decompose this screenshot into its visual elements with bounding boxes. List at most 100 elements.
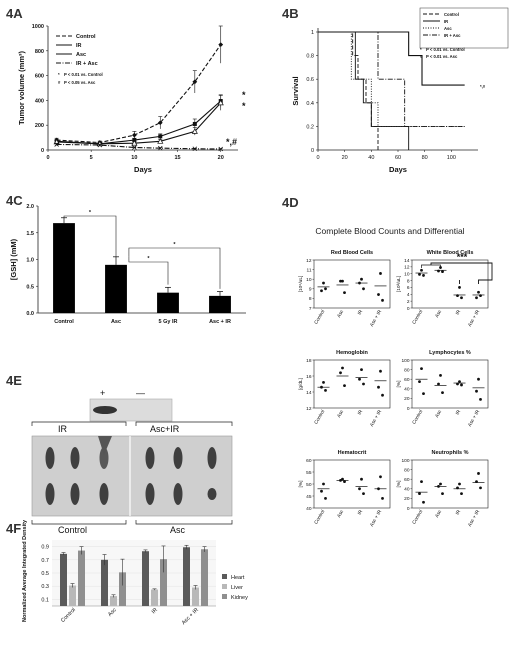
blot-control-strip [89,398,173,422]
data-point [477,290,480,294]
survival-curve [318,31,465,86]
y-axis-label: [10⁶/uL] [298,276,304,293]
x-tick-label: 0 [316,155,319,161]
data-point [439,373,442,377]
significance-symbol: * [420,47,422,52]
blot-bracket-ir [31,421,127,426]
subplot-title-white-blood-cells: White Blood Cells [427,250,474,256]
legend-entry: Kidney [231,595,248,601]
annotation-star: * [242,90,246,100]
significance-text: P < 0.01 vs. Control [426,47,465,52]
data-point [343,384,346,387]
chart-4a: 0 200 400 600 800 1000 0 5 10 15 20 Days Tumor volum… [17,24,246,174]
data-point [422,392,425,395]
y-tick-label: 45 [306,494,312,500]
significance-bracket [128,247,221,289]
y-tick-label: 2.0 [26,204,34,210]
bar-kidney [78,550,85,606]
y-tick-label: 100 [401,458,409,464]
chart-4b: 0 0.2 0.4 0.6 0.8 1 0 20 40 60 80 100 Days Survival Co… [291,7,509,174]
y-tick-label: 0.4 [306,101,314,107]
data-point [358,377,361,381]
significance-text: P < 0.05 vs. Asc [64,80,96,85]
y-tick-label: 50 [306,482,312,488]
legend-entry: Heart [231,575,245,581]
data-point [191,128,198,134]
data-point [131,132,137,138]
data-point [360,277,363,281]
blot-label-asc-ir: Asc+IR [150,424,180,434]
x-tick-label: Asc [434,308,443,318]
y-tick-label: 100 [401,358,409,364]
data-point [320,385,323,389]
chart-4f: 0.1 0.3 0.5 0.7 0.9 Normalized Average Integr… [22,519,248,626]
y-tick-label: 11 [307,267,312,273]
data-point [456,382,459,386]
x-tick-label: Control [313,409,326,425]
y-tick-label: 0.7 [41,558,49,564]
data-point [418,492,421,495]
legend-entry: Asc [444,26,452,31]
y-axis-label: [GSH] (mM) [9,238,18,280]
y-tick-label: 0 [407,406,410,412]
blot-dot [45,483,55,505]
significance-star: * [173,242,176,248]
bar-liver [69,585,76,606]
data-point [458,286,461,289]
y-axis-label: [%] [396,381,402,388]
bar-liver [151,589,158,606]
blot-artifact [98,436,112,455]
x-tick-label: Asc + IR [369,409,384,428]
bar-kidney [201,549,208,606]
blot-dot [173,483,183,505]
data-point [324,287,327,291]
data-point [192,79,198,85]
data-point [379,272,382,275]
legend-entry: IR [76,43,82,49]
y-tick-label: 80 [404,467,410,473]
x-tick-label: 10 [131,155,137,161]
x-tick-label: IR [455,309,463,317]
blot-label-control: Control [58,525,87,535]
panel-label-4d: 4D [282,195,299,210]
data-point [218,146,224,152]
significance-text: P < 0.01 vs. Control [64,72,103,77]
data-point [420,268,423,272]
y-tick-label: 800 [35,49,44,55]
data-point [358,487,361,491]
data-point [437,382,440,386]
legend-entry: IR + Asc [444,33,461,38]
y-tick-label: 0.5 [26,284,34,290]
y-tick-label: 1.5 [26,231,34,237]
subplot-title-hemoglobin: Hemoglobin [336,350,368,356]
y-tick-label: 40 [404,387,410,393]
y-tick-label: 40 [404,487,410,493]
subplot-frame [313,259,391,309]
blot-minus-label: — [136,388,145,398]
x-tick-label: IR [455,509,463,517]
data-point [320,289,323,293]
data-point [477,377,480,381]
data-point [456,486,459,490]
significance-bracket [128,256,169,285]
data-point [479,486,482,490]
bar-kidney [119,572,126,606]
significance-bracket [63,215,117,257]
x-tick-label: Asc [434,408,443,418]
blot-membrane [31,435,233,517]
y-tick-label: 7 [309,306,312,312]
y-tick-label: 0 [407,506,410,512]
data-point [320,489,323,493]
legend-entry: Control [444,12,459,17]
y-tick-label: 6 [407,285,410,291]
x-tick-label: IR [357,409,365,417]
x-tick-label: Asc [107,607,118,618]
survival-curve [318,31,410,150]
data-point [324,497,327,500]
y-axis-label: Normalized Average Integrated Density [22,519,28,622]
x-axis-label: Days [389,165,407,174]
blot-dots [45,436,217,505]
y-axis-label: [10³/uL] [396,276,402,292]
y-tick-label: 0.3 [41,584,49,590]
x-tick-label: 0 [46,155,49,161]
